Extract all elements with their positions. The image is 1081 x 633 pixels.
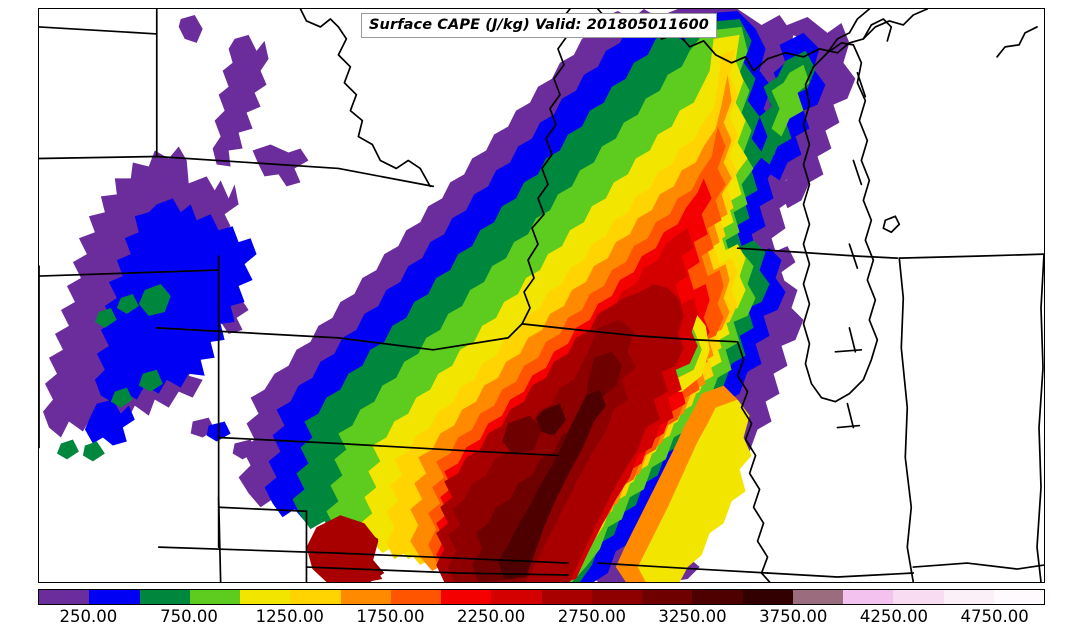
border-mn-wi	[337, 26, 432, 188]
cape-band-250-west-b	[212, 34, 269, 167]
colorbar-segment-15	[792, 590, 843, 604]
cape-band-750-west-f	[82, 441, 105, 462]
small-island	[882, 215, 901, 234]
cape-band-3500-core	[498, 389, 606, 580]
lake-michigan-cross-1	[834, 348, 863, 353]
colorbar-tick-4750: 4750.00	[960, 607, 1029, 626]
lake-michigan-tick-5	[846, 402, 855, 429]
map-borders	[39, 9, 1044, 582]
colorbar-tick-2250: 2250.00	[457, 607, 526, 626]
lake-superior-outline	[752, 9, 929, 72]
cape-band-3500-core-b	[536, 403, 566, 436]
colorbar-tick-750: 750.00	[160, 607, 218, 626]
cape-band-750-west-g	[56, 439, 79, 460]
lake-michigan-tick-2	[852, 159, 863, 186]
border-mo-ar	[597, 562, 769, 574]
border-ky-tn	[766, 572, 915, 578]
border-sd-ne	[155, 323, 523, 351]
colorbar-segment-1	[89, 590, 140, 604]
colorbar-segment-12	[642, 590, 693, 604]
colorbar-tick-2750: 2750.00	[557, 607, 626, 626]
colorbar-segment-9	[491, 590, 542, 604]
colorbar-tick-1250: 1250.00	[255, 607, 324, 626]
border-il-in-vert	[898, 257, 915, 582]
border-dakota-north	[39, 26, 158, 35]
colorbar-segment-13	[692, 590, 743, 604]
border-nm-ok	[217, 506, 308, 513]
colorbar-segment-14	[742, 590, 793, 604]
colorbar-segment-4	[240, 590, 291, 604]
colorbar-tick-labels: 250.00 750.00 1250.00 1750.00 2250.00 2750.00…	[0, 606, 1081, 631]
border-ky-north	[912, 562, 1044, 570]
cape-band-3250-core-b	[502, 415, 542, 456]
cape-band-750-west-a	[138, 284, 171, 316]
cape-band-2750-streak	[306, 515, 383, 582]
colorbar-tick-3250: 3250.00	[658, 607, 727, 626]
map-panel	[38, 8, 1045, 583]
cape-band-750-west-c	[94, 307, 117, 328]
colorbar-segment-18	[943, 590, 994, 604]
colorbar-segment-19	[993, 590, 1044, 604]
cape-band-1000-ne	[771, 64, 810, 137]
colorbar-tick-4250: 4250.00	[859, 607, 929, 626]
lake-michigan-bay-east	[862, 18, 893, 42]
colorbar-tick-250: 250.00	[59, 607, 118, 626]
lake-michigan-tick-4	[848, 327, 857, 353]
colorbar-tick-3750: 3750.00	[759, 607, 828, 626]
cape-contour-map	[39, 9, 1044, 582]
lake-michigan-cross-2	[836, 424, 861, 429]
colorbar-segment-16	[843, 590, 894, 604]
lake-michigan-tick-3	[848, 243, 859, 269]
border-in-oh-vert	[1036, 253, 1044, 582]
colorbar[interactable]	[38, 589, 1045, 605]
border-co-nm-vert	[217, 496, 222, 582]
colorbar-tick-1750: 1750.00	[356, 607, 425, 626]
border-ks-ok	[157, 546, 569, 564]
border-mo-river	[736, 340, 771, 582]
border-ia-mo	[521, 323, 739, 343]
border-ok-tx-south	[305, 566, 569, 576]
cape-band-250-west-c	[178, 14, 203, 43]
border-dakota-sd	[39, 155, 435, 188]
colorbar-segment-5	[290, 590, 341, 604]
cape-band-500-west	[94, 198, 257, 404]
lake-superior-bay	[996, 26, 1038, 58]
michigan-upper-shore	[826, 9, 871, 54]
border-ia-il-river	[521, 9, 571, 325]
cape-band-750-west-e	[110, 387, 133, 408]
border-wi-il	[736, 247, 899, 259]
colorbar-segment-8	[441, 590, 492, 604]
border-in-north	[898, 253, 1044, 259]
colorbar-segment-3	[189, 590, 240, 604]
colorbar-segment-2	[139, 590, 190, 604]
colorbar-segment-11	[591, 590, 642, 604]
colorbar-segment-6	[340, 590, 391, 604]
border-wy-co	[39, 269, 220, 277]
cape-band-750-west-b	[116, 294, 139, 314]
map-title: Surface CAPE (J/kg) Valid: 201805011600	[361, 13, 717, 39]
lake-michigan-outline	[802, 42, 879, 403]
colorbar-segment-17	[893, 590, 944, 604]
lake-michigan-tick-1	[856, 71, 867, 98]
colorbar-segment-0	[39, 590, 90, 604]
border-ne-ks	[217, 436, 559, 457]
colorbar-gradient[interactable]	[39, 590, 1044, 604]
colorbar-segment-7	[390, 590, 441, 604]
cape-band-750-west-d	[138, 369, 163, 392]
colorbar-segment-10	[541, 590, 592, 604]
border-minnesota-top	[299, 9, 340, 28]
cape-band-500-west-b	[84, 399, 135, 446]
cape-band-east-flank-yellow	[637, 399, 752, 582]
